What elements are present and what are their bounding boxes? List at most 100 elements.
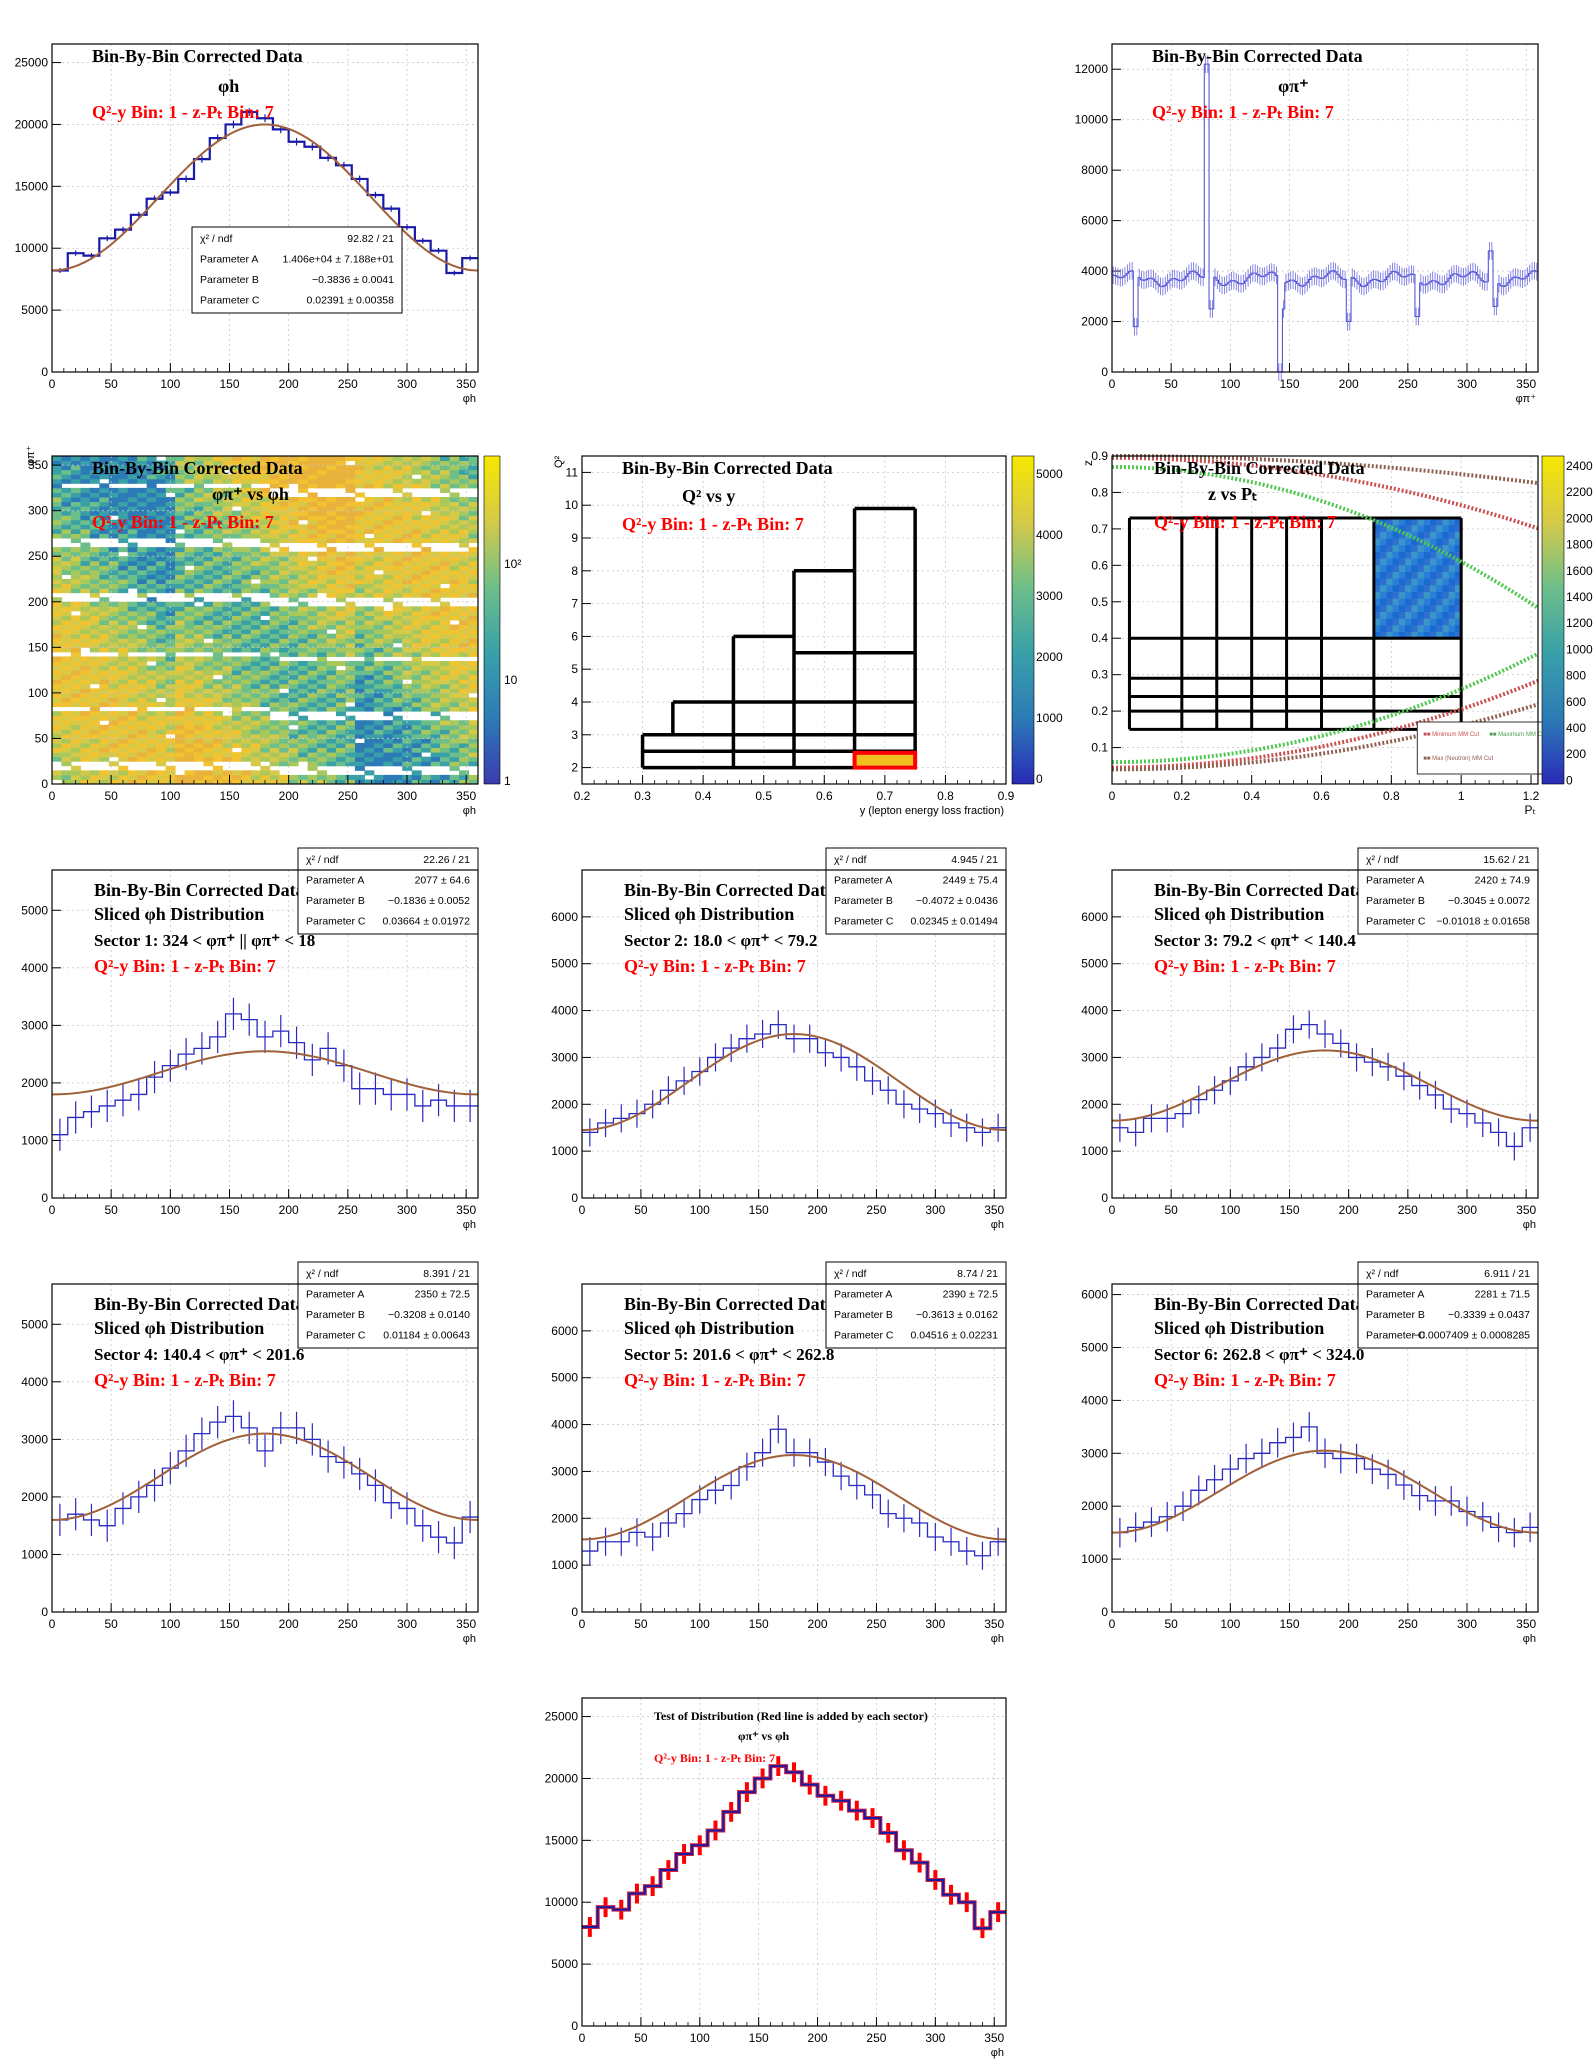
heat-cell [108, 460, 119, 466]
heat-cell [345, 588, 356, 594]
heat-cell [89, 501, 100, 507]
heat-cell [336, 638, 346, 644]
heat-cell [411, 469, 422, 475]
heat-cell [231, 583, 242, 589]
heat-cell [373, 588, 384, 594]
heat-cell [146, 506, 157, 512]
heat-cell [402, 738, 413, 744]
heat-cell [392, 474, 403, 480]
heat-cell [146, 510, 157, 516]
heat-cell [137, 656, 148, 662]
heat-cell [269, 528, 280, 534]
heat-cell [137, 574, 148, 580]
heat-cell [373, 756, 384, 762]
heat-cell [307, 774, 318, 780]
heat-cell [231, 647, 242, 653]
heat-cell [70, 469, 81, 475]
heat-cell [1386, 571, 1394, 579]
heat-cell [1436, 578, 1443, 586]
heat-cell [99, 483, 110, 489]
plot-frame [51, 869, 479, 1199]
heat-cell [52, 610, 62, 616]
heat-cell [430, 674, 441, 680]
heat-cell [364, 524, 375, 530]
heat-cell [383, 474, 394, 480]
heat-cell [1442, 571, 1450, 579]
heat-cell [89, 688, 100, 694]
heat-cell [241, 774, 252, 780]
heat-cell [61, 583, 72, 589]
heat-cell [317, 647, 328, 653]
heat-cell [288, 515, 299, 521]
heat-cell [146, 697, 157, 703]
heat-cell [307, 506, 318, 512]
heat-cell [212, 729, 223, 735]
heat-cell [392, 565, 403, 571]
heat-cell [468, 629, 479, 635]
heat-cell [80, 715, 91, 721]
heat-cell [449, 606, 460, 612]
heat-cell [1380, 571, 1387, 579]
heat-cell [326, 478, 337, 484]
heat-cell [212, 510, 223, 516]
heat-cell [61, 519, 72, 525]
heat-cell [156, 711, 167, 717]
x-tick-label: 100 [160, 1617, 180, 1631]
heat-cell [1405, 611, 1412, 619]
heat-cell [449, 774, 460, 780]
heat-cell [99, 497, 110, 503]
heat-cell [354, 692, 365, 698]
heat-cell [440, 474, 451, 480]
heat-cell [1380, 558, 1387, 566]
heat-cell [80, 752, 91, 758]
heat-cell [80, 601, 91, 607]
heat-cell [317, 624, 328, 630]
heat-cell [383, 724, 394, 730]
heat-cell [317, 733, 328, 739]
heat-cell [383, 620, 394, 626]
heat-cell [307, 729, 318, 735]
heat-cell [241, 501, 252, 507]
heat-cell [1442, 564, 1450, 572]
heat-cell [250, 487, 261, 493]
stats-label: Parameter B [306, 1309, 365, 1321]
heat-cell [326, 729, 337, 735]
heat-cell [459, 610, 470, 616]
heat-cell [203, 547, 214, 553]
heat-cell [194, 715, 204, 721]
heat-cell [80, 679, 91, 685]
heat-cell [421, 606, 432, 612]
heat-cell [383, 497, 394, 503]
heat-cell [1392, 584, 1400, 592]
heat-cell [108, 702, 119, 708]
heat-cell [212, 733, 223, 739]
heat-cell [279, 606, 290, 612]
heat-cell [468, 569, 479, 575]
heat-cell [250, 692, 261, 698]
heat-cell [156, 460, 167, 466]
heat-cell [1373, 544, 1381, 552]
heat-cell [430, 524, 441, 530]
heat-cell [89, 729, 100, 735]
heat-cell [108, 661, 119, 667]
heat-cell [345, 456, 356, 462]
heat-cell [449, 638, 460, 644]
heat-cell [1448, 524, 1456, 532]
heat-cell [269, 720, 280, 726]
heat-cell [459, 733, 470, 739]
heat-cell [336, 679, 346, 685]
heat-cell [203, 579, 214, 585]
heat-cell [89, 524, 100, 530]
heat-cell [421, 579, 432, 585]
heat-cell [89, 733, 100, 739]
heat-cell [411, 569, 422, 575]
heat-cell [52, 752, 62, 758]
x-tick-label: 0.8 [1383, 789, 1400, 803]
plot-frame [581, 1283, 1007, 1613]
heat-cell [146, 597, 157, 603]
heat-cell [354, 756, 365, 762]
heat-cell [61, 629, 72, 635]
heat-cell [373, 661, 384, 667]
heat-cell [80, 702, 91, 708]
heat-cell [421, 469, 432, 475]
